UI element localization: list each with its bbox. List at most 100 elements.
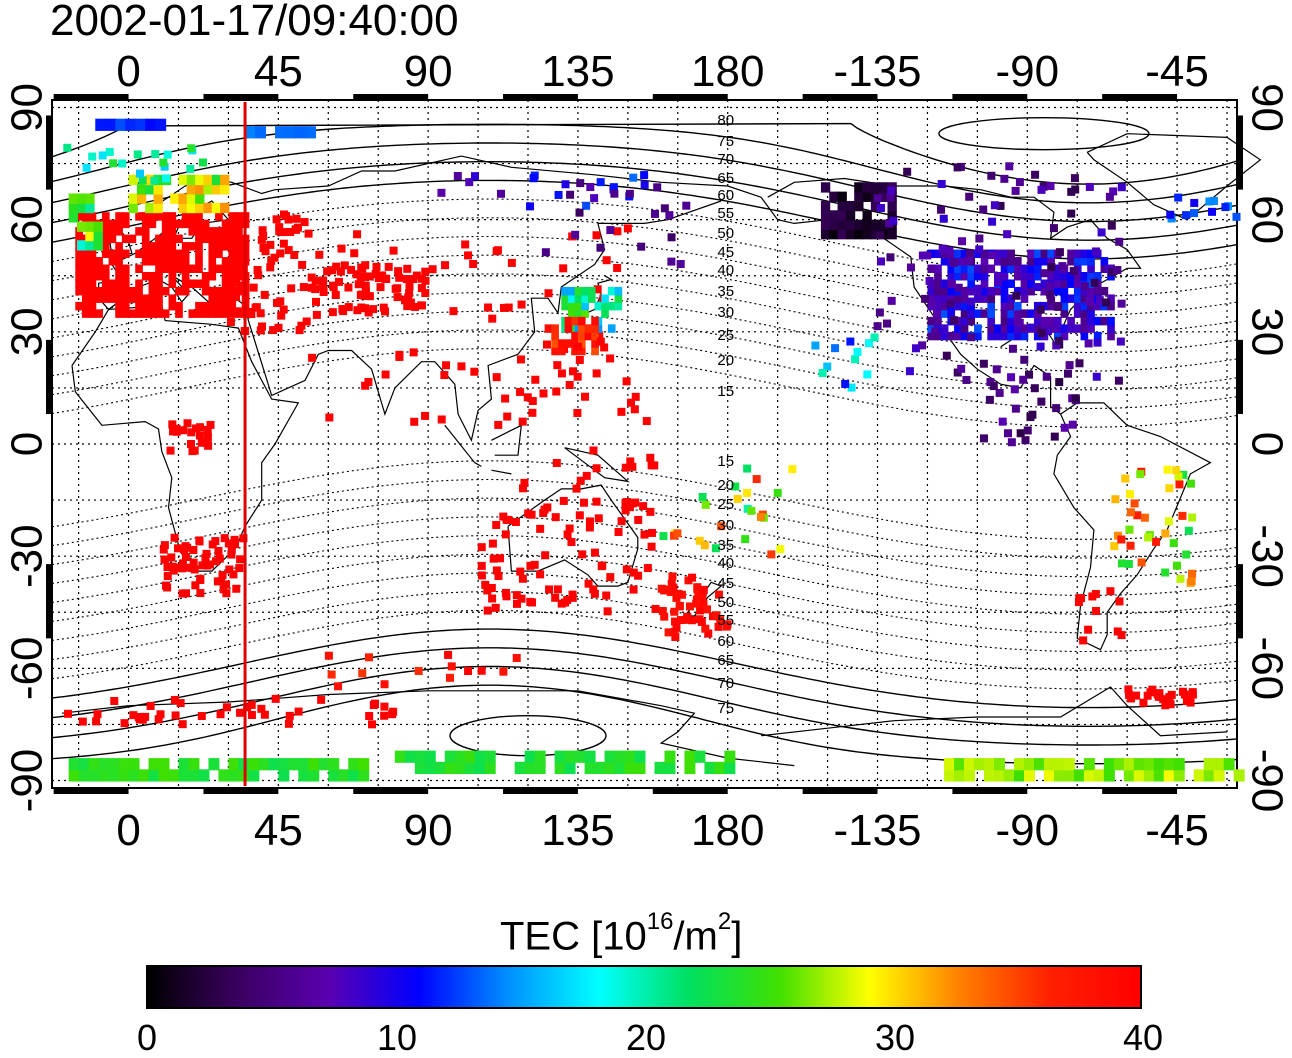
tec-point	[1047, 263, 1056, 272]
tec-point	[747, 506, 756, 515]
tec-cell	[980, 286, 989, 296]
tec-cell	[551, 346, 559, 356]
tec-point	[501, 530, 510, 539]
tec-point	[181, 552, 190, 561]
tec-cell	[101, 286, 110, 296]
tec-cell	[967, 279, 976, 288]
tec-point	[606, 226, 615, 235]
tec-cell	[1027, 249, 1035, 259]
tec-point	[1137, 558, 1146, 567]
tec-cell	[1013, 301, 1022, 311]
coastline	[1053, 402, 1212, 651]
tec-cell	[208, 257, 217, 266]
tec-cell	[854, 182, 864, 193]
tec-point	[1007, 373, 1016, 382]
tec-cell	[135, 286, 143, 296]
tec-point	[1209, 196, 1218, 205]
tec-cell	[984, 758, 996, 771]
coastline	[491, 424, 523, 456]
tec-cell	[1007, 264, 1015, 273]
tec-cell	[1093, 301, 1102, 311]
contour-label: 75	[717, 133, 734, 150]
tec-cell	[1027, 272, 1035, 281]
tec-cell	[944, 769, 956, 782]
tec-point	[421, 276, 430, 285]
tec-cell	[1000, 272, 1009, 281]
tec-cell	[115, 227, 123, 236]
tec-point	[575, 208, 584, 217]
tec-cell	[820, 229, 831, 240]
tec-point	[561, 180, 570, 189]
tec-cell	[960, 331, 969, 341]
tec-point	[975, 245, 984, 254]
tec-cell	[135, 309, 143, 318]
tec-cell	[128, 758, 140, 771]
tec-cell	[870, 200, 881, 212]
tec-cell	[125, 118, 137, 131]
tec-point	[358, 669, 367, 678]
tec-cell	[1163, 769, 1175, 782]
tec-point	[1176, 574, 1185, 583]
tec-cell	[348, 769, 360, 782]
tec-cell	[1060, 309, 1069, 318]
tec-point	[573, 372, 582, 381]
tec-cell	[854, 191, 864, 202]
tec-point	[563, 530, 572, 539]
tec-cell	[444, 750, 456, 763]
tec-point	[657, 584, 666, 593]
tec-cell	[1087, 272, 1095, 281]
contour-label: 50	[717, 594, 734, 611]
tec-point	[517, 300, 526, 309]
tec-point	[225, 565, 234, 574]
tec-cell	[954, 758, 966, 771]
tec-point	[247, 700, 256, 709]
tec-point	[670, 627, 679, 636]
tec-cell	[1007, 331, 1015, 341]
tec-point	[610, 189, 619, 198]
tec-cell	[1000, 316, 1009, 326]
tec-cell	[88, 294, 97, 303]
tec-cell	[188, 279, 197, 288]
tec-point	[1124, 559, 1133, 568]
tec-point	[292, 214, 301, 223]
tec-point	[1117, 535, 1126, 544]
tec-cell	[714, 761, 726, 775]
tec-point	[1085, 297, 1094, 306]
tec-cell	[188, 219, 197, 229]
tec-point	[1067, 209, 1076, 218]
tec-cell	[1000, 309, 1009, 318]
tec-cell	[141, 242, 150, 251]
tec-point	[1020, 355, 1029, 364]
tec-point	[376, 283, 385, 292]
tec-cell	[1173, 769, 1185, 782]
tec-point	[1037, 328, 1046, 337]
tec-cell	[964, 758, 976, 771]
tec-point	[1054, 336, 1063, 345]
tec-cell	[1113, 758, 1125, 771]
tec-cell	[221, 272, 230, 281]
tec-point	[953, 163, 962, 172]
tec-point	[1008, 344, 1017, 353]
tec-cell	[980, 294, 989, 303]
tec-point	[421, 289, 430, 298]
tec-cell	[75, 212, 83, 221]
tec-cell	[228, 309, 237, 318]
tec-cell	[208, 301, 217, 311]
tec-point	[552, 387, 561, 396]
tec-point	[1055, 378, 1064, 387]
tec-cell	[1013, 331, 1022, 341]
tec-point	[295, 326, 304, 335]
tec-cell	[1053, 331, 1062, 341]
tec-cell	[1027, 264, 1035, 273]
tec-cell	[534, 761, 546, 775]
tec-point	[1178, 511, 1187, 520]
tec-cell	[201, 234, 210, 244]
tec-cell	[235, 249, 243, 259]
tec-point	[1046, 290, 1055, 299]
tec-cell	[288, 758, 300, 771]
tec-cell	[1007, 249, 1015, 259]
tec-cell	[298, 769, 310, 782]
tec-point	[354, 280, 363, 289]
tec-cell	[1040, 257, 1049, 266]
tec-point	[905, 367, 914, 376]
